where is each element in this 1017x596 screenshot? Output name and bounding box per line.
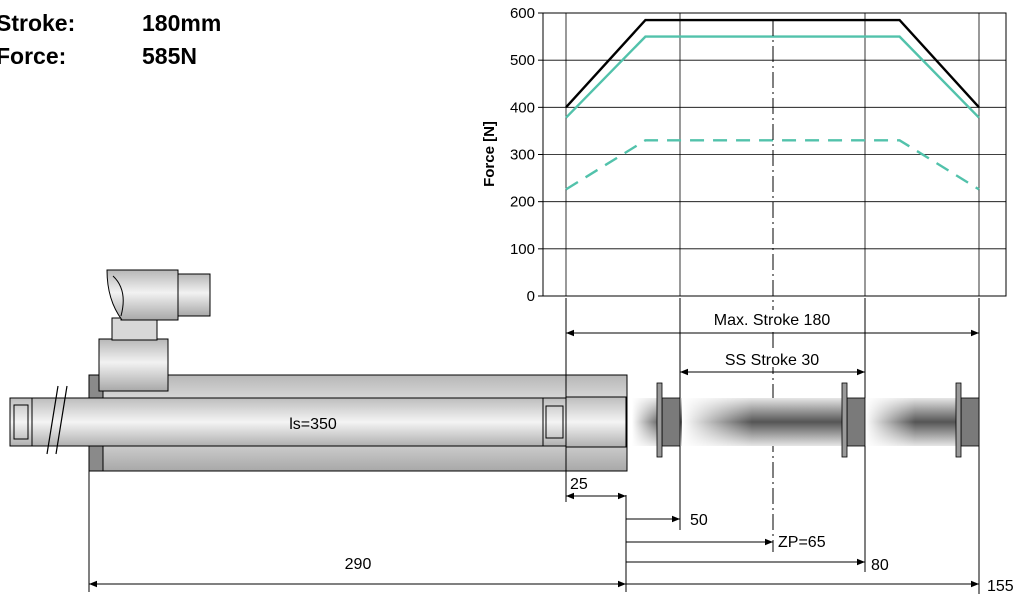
break-gap (0, 380, 9, 460)
y-tick-labels: 0 100 200 300 400 500 600 (510, 5, 543, 305)
dim-155-label: 155 (987, 578, 1014, 595)
y-tick-label: 0 (527, 288, 535, 305)
flange-3 (955, 382, 962, 458)
y-tick-label: 100 (510, 241, 535, 258)
dim-25-label: 25 (570, 476, 588, 493)
stroke-label: Stroke: (0, 10, 75, 36)
y-tick-label: 500 (510, 52, 535, 69)
spec-block: Stroke: 180mm Force: 585N (0, 10, 221, 69)
ghost-rods (632, 382, 980, 458)
connector-elbow (106, 269, 179, 321)
series-line-2 (565, 35, 980, 119)
connector-base (98, 338, 169, 392)
internal-rod (9, 397, 567, 447)
stroke-value: 180mm (142, 10, 221, 36)
y-axis-label: Force [N] (481, 121, 498, 187)
y-tick-label: 400 (510, 99, 535, 116)
rod-end (9, 397, 33, 447)
dimension-labels: Max. Stroke 180 SS Stroke 30 25 50 ZP=65… (345, 310, 1014, 595)
flange-2 (841, 382, 848, 458)
connector-plug (98, 269, 211, 392)
y-tick-label: 600 (510, 5, 535, 22)
dim-50-label: 50 (690, 512, 708, 529)
rod-length-label: ls=350 (289, 416, 337, 433)
dim-80-label: 80 (871, 557, 889, 574)
front-head (565, 396, 627, 448)
actuator-body: ls=350 (0, 374, 628, 472)
ss-stroke-label: SS Stroke 30 (725, 352, 819, 369)
connector-nut (111, 317, 158, 341)
max-stroke-label: Max. Stroke 180 (714, 312, 831, 329)
connector-cable-exit (177, 273, 211, 317)
force-label: Force: (0, 43, 66, 69)
series-line-3 (565, 139, 980, 191)
force-chart: 0 100 200 300 400 500 600 Force [N] (481, 5, 1007, 305)
dim-290-label: 290 (345, 556, 372, 573)
zp-label: ZP=65 (778, 534, 826, 551)
dimension-arrows (89, 329, 979, 588)
flange-1 (656, 382, 663, 458)
force-value: 585N (142, 43, 197, 69)
y-tick-label: 300 (510, 147, 535, 164)
y-tick-label: 200 (510, 194, 535, 211)
